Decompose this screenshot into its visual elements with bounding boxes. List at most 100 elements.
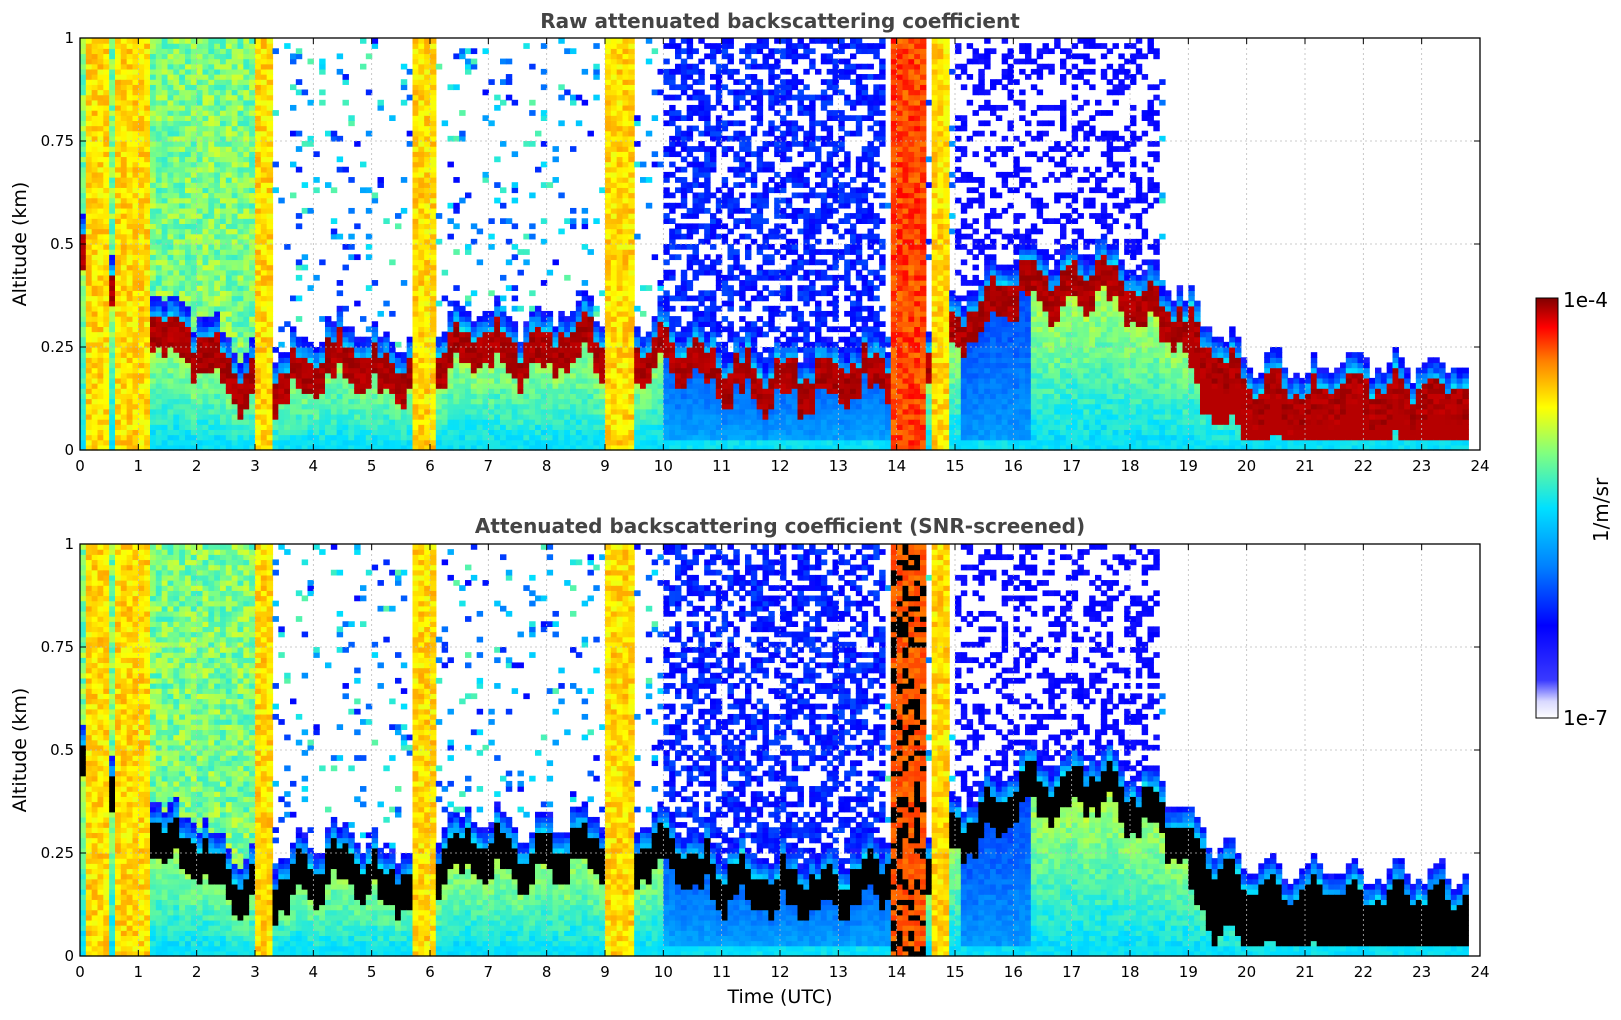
heatmap-cell [185, 429, 192, 436]
heatmap-cell [435, 362, 443, 369]
heatmap-cell [161, 151, 169, 158]
heatmap-cell [540, 84, 548, 91]
heatmap-cell [120, 68, 128, 75]
heatmap-cell [558, 38, 565, 44]
heatmap-cell [85, 146, 93, 152]
heatmap-cell [482, 367, 489, 374]
heatmap-cell [161, 166, 169, 173]
heatmap-cell [616, 89, 624, 96]
heatmap-cell [424, 68, 431, 75]
heatmap-cell [336, 310, 344, 317]
heatmap-cell [447, 393, 454, 400]
heatmap-cell [354, 141, 361, 147]
heatmap-cell [80, 357, 87, 364]
heatmap-cell [120, 357, 128, 364]
heatmap-cell [336, 357, 344, 364]
heatmap-cell [266, 38, 274, 44]
heatmap-cell [418, 63, 425, 70]
heatmap-cell [231, 146, 239, 152]
heatmap-cell [319, 408, 326, 415]
heatmap-cell [377, 372, 384, 379]
heatmap-cell [290, 419, 297, 425]
heatmap-cell [610, 336, 618, 343]
heatmap-cell [167, 213, 174, 219]
heatmap-cell [412, 115, 419, 121]
heatmap-cell [138, 377, 145, 384]
heatmap-cell [103, 74, 110, 80]
heatmap-cell [546, 336, 554, 343]
heatmap-cell [243, 336, 250, 343]
heatmap-cell [120, 207, 128, 214]
heatmap-cell [91, 94, 99, 101]
heatmap-cell [196, 110, 204, 116]
heatmap-cell [255, 383, 262, 389]
heatmap-cell [336, 305, 344, 312]
heatmap-cell [196, 238, 204, 245]
heatmap-cell [500, 383, 507, 389]
heatmap-cell [173, 295, 180, 302]
heatmap-cell [622, 321, 629, 327]
heatmap-cell [161, 264, 169, 271]
heatmap-cell [220, 352, 227, 358]
heatmap-cell [237, 388, 244, 394]
heatmap-cell [237, 424, 244, 430]
heatmap-cell [616, 280, 624, 286]
heatmap-cell [470, 367, 478, 374]
heatmap-cell [80, 269, 87, 276]
heatmap-cell [319, 444, 326, 451]
heatmap-cell [150, 367, 157, 374]
heatmap-cell [167, 398, 174, 405]
heatmap-cell [97, 259, 104, 266]
heatmap-cell [91, 326, 99, 333]
heatmap-cell [330, 388, 338, 394]
heatmap-cell [360, 347, 367, 353]
heatmap-cell [109, 223, 116, 230]
heatmap-cell [564, 408, 571, 415]
heatmap-cell [97, 89, 104, 96]
heatmap-cell [307, 372, 314, 379]
heatmap-cell [126, 259, 134, 266]
heatmap-cell [144, 187, 151, 194]
heatmap-cell [616, 321, 624, 327]
heatmap-cell [225, 120, 233, 127]
heatmap-cell [144, 310, 151, 317]
heatmap-cell [138, 141, 145, 147]
heatmap-cell [587, 372, 594, 379]
heatmap-cell [126, 197, 134, 204]
heatmap-cell [91, 398, 99, 405]
heatmap-cell [109, 125, 116, 132]
heatmap-cell [80, 104, 87, 111]
heatmap-cell [406, 444, 414, 451]
heatmap-cell [564, 362, 571, 369]
heatmap-cell [115, 316, 122, 322]
heatmap-cell [85, 331, 93, 338]
heatmap-cell [80, 74, 87, 80]
heatmap-cell [202, 347, 209, 353]
heatmap-cell [593, 439, 600, 446]
heatmap-cell [430, 336, 437, 343]
heatmap-cell [132, 238, 139, 245]
heatmap-cell [500, 377, 507, 384]
heatmap-cell [161, 171, 169, 178]
heatmap-cell [97, 43, 104, 49]
heatmap-cell [599, 377, 606, 384]
heatmap-cell [80, 285, 87, 291]
heatmap-cell [360, 63, 367, 70]
heatmap-cell [290, 104, 297, 111]
heatmap-cell [220, 125, 227, 132]
heatmap-cell [418, 197, 425, 204]
heatmap-cell [628, 326, 635, 333]
heatmap-cell [150, 223, 157, 230]
heatmap-cell [395, 367, 402, 374]
heatmap-cell [325, 326, 332, 333]
heatmap-cell [126, 177, 134, 183]
heatmap-cell [167, 419, 174, 425]
heatmap-cell [132, 130, 139, 137]
heatmap-cell [109, 48, 116, 55]
heatmap-cell [109, 290, 116, 297]
heatmap-cell [581, 280, 589, 286]
heatmap-cell [237, 249, 244, 255]
heatmap-cell [231, 362, 239, 369]
heatmap-cell [529, 393, 536, 400]
heatmap-cell [214, 110, 221, 116]
